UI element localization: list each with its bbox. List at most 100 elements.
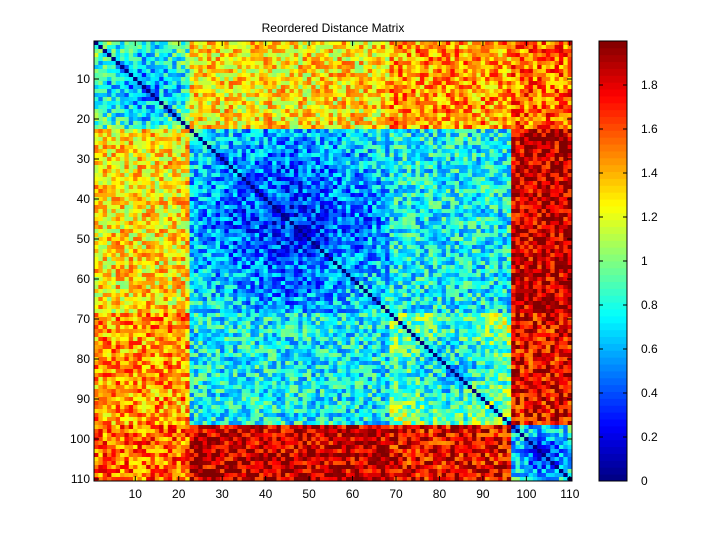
heatmap-cell <box>250 113 256 118</box>
heatmap-cell <box>189 101 195 106</box>
heatmap-cell <box>528 177 534 182</box>
heatmap-cell <box>237 109 243 114</box>
heatmap-cell <box>120 129 125 134</box>
heatmap-cell <box>198 53 203 58</box>
heatmap-cell <box>537 209 542 214</box>
heatmap-cell <box>120 113 125 118</box>
heatmap-cell <box>498 213 503 218</box>
heatmap-cell <box>302 145 308 150</box>
heatmap-cell <box>454 93 460 98</box>
heatmap-cell <box>346 173 351 178</box>
heatmap-cell <box>380 109 386 114</box>
heatmap-cell <box>102 141 108 146</box>
heatmap-cell <box>428 93 434 98</box>
heatmap-cell <box>202 157 208 162</box>
heatmap-cell <box>450 93 456 98</box>
heatmap-cell <box>459 125 464 130</box>
heatmap-cell <box>289 189 295 194</box>
heatmap-cell <box>558 193 564 198</box>
heatmap-cell <box>133 81 138 86</box>
heatmap-cell <box>506 77 512 82</box>
heatmap-cell <box>519 137 525 142</box>
heatmap-cell <box>463 109 469 114</box>
heatmap-cell <box>246 169 251 174</box>
heatmap-cell <box>128 93 134 98</box>
heatmap-cell <box>515 97 521 102</box>
heatmap-cell <box>159 197 164 202</box>
heatmap-cell <box>337 73 343 78</box>
heatmap-cell <box>267 217 273 222</box>
heatmap-cell <box>189 145 195 150</box>
heatmap-cell <box>276 177 282 182</box>
heatmap-cell <box>472 217 477 222</box>
heatmap-cell <box>176 201 182 206</box>
heatmap-cell <box>419 161 425 166</box>
heatmap-cell <box>550 161 555 166</box>
heatmap-cell <box>558 213 564 218</box>
heatmap-cell <box>376 77 382 82</box>
heatmap-cell <box>485 81 490 86</box>
heatmap-cell <box>537 81 542 86</box>
heatmap-cell <box>428 169 434 174</box>
heatmap-cell <box>402 45 408 50</box>
heatmap-cell <box>319 181 325 186</box>
heatmap-cell <box>372 185 377 190</box>
heatmap-cell <box>293 41 299 46</box>
heatmap-cell <box>502 181 508 186</box>
heatmap-cell <box>267 213 273 218</box>
heatmap-cell <box>398 161 403 166</box>
heatmap-cell <box>502 173 508 178</box>
heatmap-cell <box>406 85 412 90</box>
heatmap-cell <box>233 85 238 90</box>
heatmap-cell <box>385 209 390 214</box>
heatmap-cell <box>263 205 269 210</box>
heatmap-cell <box>545 121 551 126</box>
heatmap-cell <box>476 65 482 70</box>
heatmap-cell <box>124 217 130 222</box>
heatmap-cell <box>541 173 547 178</box>
heatmap-cell <box>333 121 338 126</box>
heatmap-cell <box>411 73 416 78</box>
heatmap-cell <box>419 181 425 186</box>
heatmap-cell <box>558 73 564 78</box>
heatmap-cell <box>237 181 243 186</box>
heatmap-cell <box>263 157 269 162</box>
heatmap-cell <box>411 57 416 62</box>
chart-title: Reordered Distance Matrix <box>262 21 405 35</box>
heatmap-cell <box>206 97 212 102</box>
heatmap-cell <box>558 69 564 74</box>
heatmap-cell <box>319 113 325 118</box>
heatmap-cell <box>302 165 308 170</box>
heatmap-cell <box>289 81 295 86</box>
heatmap-cell <box>215 197 221 202</box>
heatmap-cell <box>541 45 547 50</box>
heatmap-cell <box>293 165 299 170</box>
heatmap-cell <box>459 85 464 90</box>
heatmap-cell <box>372 81 377 86</box>
heatmap-cell <box>337 93 343 98</box>
heatmap-cell <box>120 73 125 78</box>
heatmap-cell <box>463 57 469 62</box>
heatmap-cell <box>276 101 282 106</box>
heatmap-cell <box>167 185 173 190</box>
heatmap-cell <box>450 193 456 198</box>
heatmap-cell <box>476 217 482 222</box>
heatmap-cell <box>115 45 121 50</box>
heatmap-cell <box>506 121 512 126</box>
heatmap-cell <box>133 189 138 194</box>
heatmap-cell <box>532 217 538 222</box>
heatmap-cell <box>285 149 290 154</box>
heatmap-cell <box>241 221 247 226</box>
heatmap-cell <box>324 157 330 162</box>
heatmap-cell <box>454 129 460 134</box>
heatmap-cell <box>202 81 208 86</box>
heatmap-cell <box>350 113 356 118</box>
heatmap-cell <box>280 217 286 222</box>
heatmap-cell <box>385 93 390 98</box>
heatmap-cell <box>193 173 199 178</box>
heatmap-cell <box>350 85 356 90</box>
heatmap-cell <box>198 97 203 102</box>
heatmap-cell <box>289 169 295 174</box>
heatmap-cell <box>498 105 503 110</box>
heatmap-cell <box>363 113 369 118</box>
